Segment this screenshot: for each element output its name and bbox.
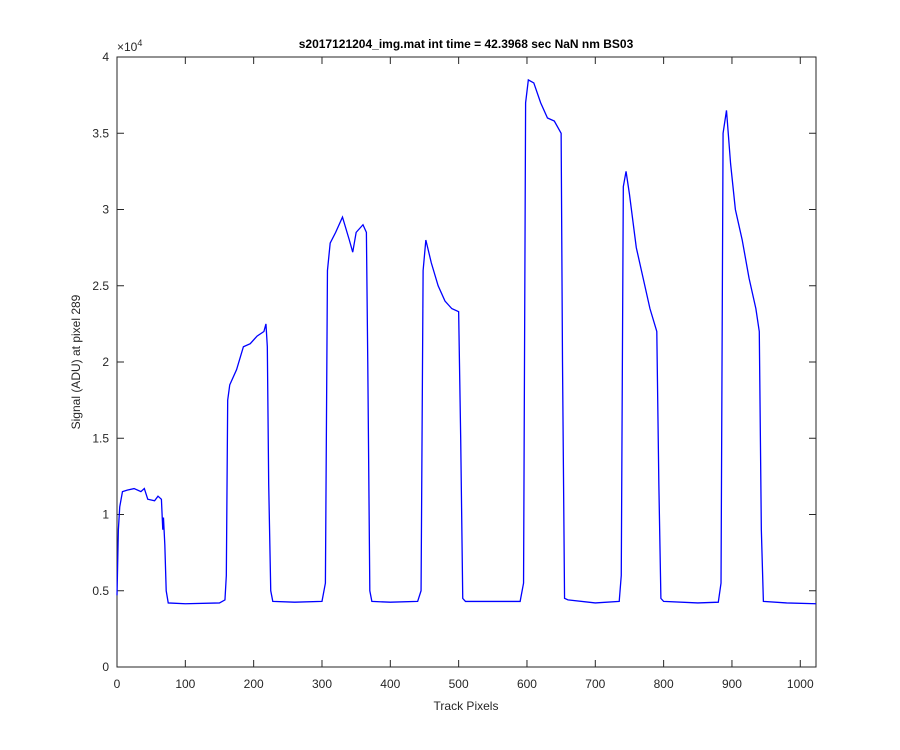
y-tick-label: 3.5 [92, 126, 109, 140]
x-tick-label: 300 [312, 677, 332, 691]
y-axis-label: Signal (ADU) at pixel 289 [69, 294, 83, 429]
y-multiplier: ×104 [117, 38, 142, 54]
y-tick-label: 3 [102, 203, 109, 217]
y-multiplier-exponent: 4 [137, 38, 142, 48]
y-tick-label: 0.5 [92, 584, 109, 598]
y-tick-label: 2 [102, 355, 109, 369]
y-tick-label: 1 [102, 508, 109, 522]
x-axis-label: Track Pixels [434, 699, 499, 713]
x-tick-label: 700 [585, 677, 605, 691]
y-tick-label: 1.5 [92, 431, 109, 445]
x-tick-label: 500 [449, 677, 469, 691]
x-tick-label: 800 [654, 677, 674, 691]
x-tick-label: 400 [380, 677, 400, 691]
x-tick-label: 600 [517, 677, 537, 691]
y-tick-label: 0 [102, 660, 109, 674]
x-tick-label: 100 [175, 677, 195, 691]
x-tick-label: 200 [244, 677, 264, 691]
y-tick-label: 4 [102, 50, 109, 64]
chart-title: s2017121204_img.mat int time = 42.3968 s… [299, 37, 634, 51]
y-tick-label: 2.5 [92, 279, 109, 293]
plot-box [116, 56, 817, 668]
signal-line [116, 78, 817, 605]
x-tick-label: 1000 [787, 677, 814, 691]
x-tick-label: 0 [114, 677, 121, 691]
x-tick-label: 900 [722, 677, 742, 691]
y-multiplier-base: ×10 [117, 40, 138, 54]
